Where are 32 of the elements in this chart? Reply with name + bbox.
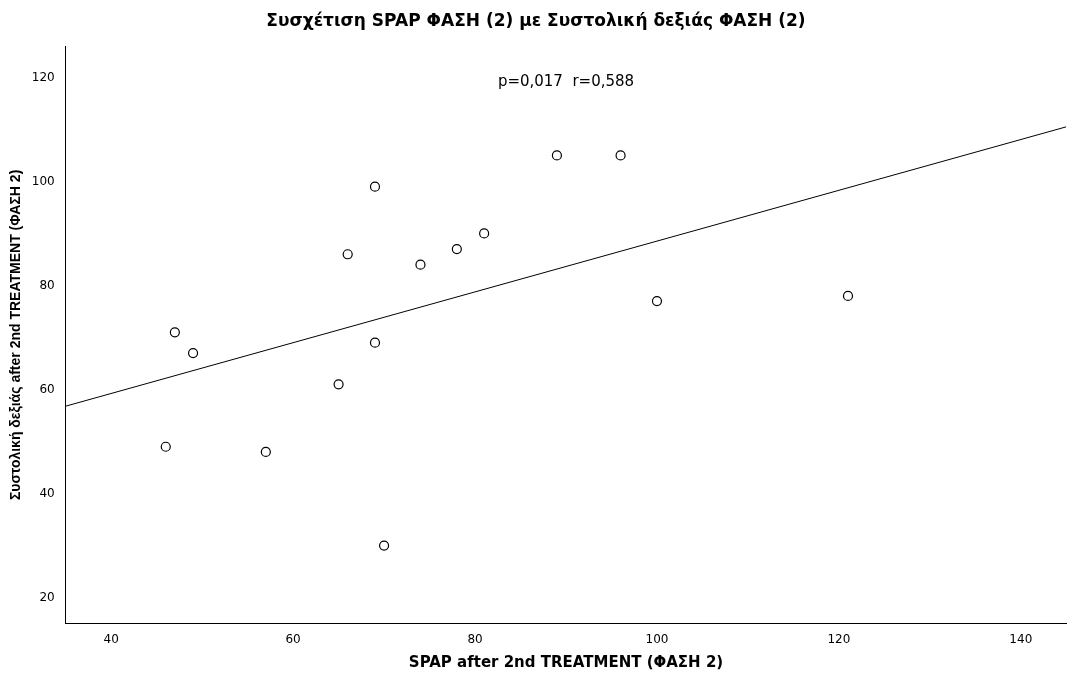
point (842, 290, 854, 301)
point (479, 228, 490, 239)
x-tick-label: 60 (285, 631, 301, 646)
point (378, 540, 390, 551)
x-tick-label: 80 (467, 631, 483, 646)
point (333, 379, 344, 390)
y-axis-title: Συστολική δεξιάς after 2nd TREATMENT (ΦΑΣΗ 2) (7, 169, 24, 501)
x-tick-label: 120 (827, 631, 851, 646)
chart-title: Συσχέτιση SPAP ΦΑΣΗ (2) με Συστολική δεξιάς ΦΑΣΗ (2) (265, 10, 807, 30)
point (160, 441, 171, 452)
point (369, 181, 381, 192)
point (651, 295, 663, 307)
x-tick-label: 100 (645, 631, 669, 646)
x-tick-label: 40 (103, 631, 119, 646)
y-tick-label: 80 (39, 277, 55, 292)
y-tick-label: 60 (39, 381, 55, 396)
point (369, 337, 381, 348)
point (551, 150, 563, 161)
point (342, 249, 353, 260)
point (415, 259, 426, 270)
x-axis-title: SPAP after 2nd TREATMENT (ΦΑΣΗ 2) (408, 652, 724, 671)
point (187, 348, 199, 359)
y-tick-label: 120 (31, 69, 55, 84)
point (169, 327, 180, 338)
x-tick-label: 140 (1009, 631, 1033, 646)
point (451, 243, 462, 255)
point (260, 446, 271, 458)
point (615, 150, 626, 161)
annotation: p=0,017 r=0,588 (497, 71, 635, 90)
y-tick-label: 40 (39, 485, 55, 500)
y-tick-label: 100 (31, 173, 55, 188)
y-tick-label: 20 (39, 589, 55, 604)
